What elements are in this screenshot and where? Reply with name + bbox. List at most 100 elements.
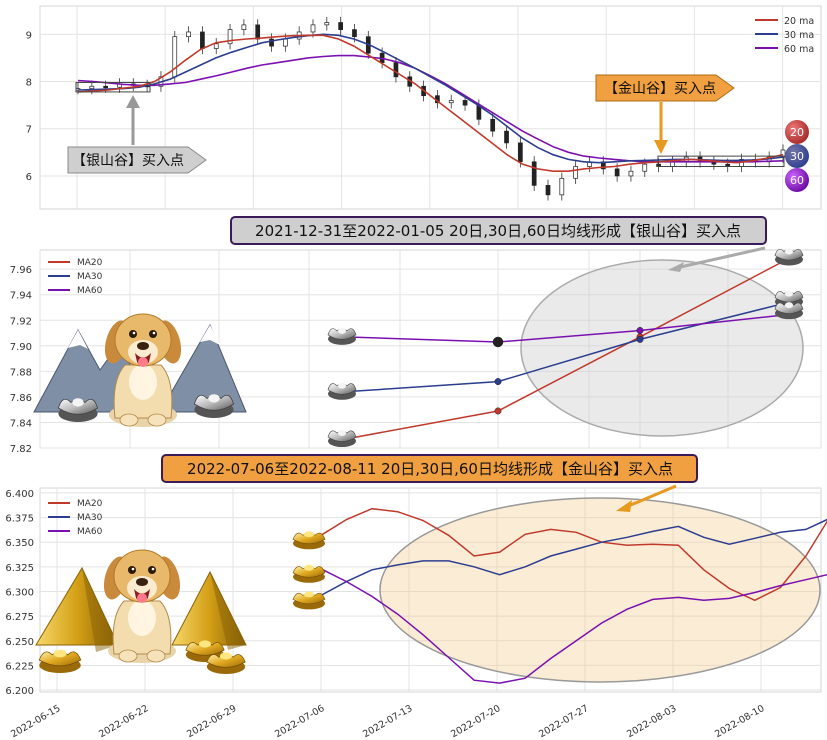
gold-banner-label: 【金山谷】买入点 bbox=[604, 81, 716, 97]
gold-banner bbox=[595, 74, 735, 102]
candle-body bbox=[269, 38, 274, 47]
ma-end-ball bbox=[785, 120, 809, 144]
silver-chart-title: 2021-12-31至2022-01-05 20日,30日,60日均线形成【银山… bbox=[255, 222, 741, 240]
silver-legend-label: MA30 bbox=[77, 272, 103, 282]
gold-xtick-label: 2022-08-03 bbox=[625, 703, 678, 740]
gold-ytick-label: 6.375 bbox=[5, 514, 34, 525]
gold-ingot-start-icon bbox=[292, 564, 326, 584]
silver-ytick-label: 7.86 bbox=[10, 393, 32, 404]
gold-ingot-start-icon bbox=[292, 590, 326, 610]
ma-end-label: 60 bbox=[790, 174, 804, 187]
overview-frame bbox=[39, 5, 822, 210]
silver-ingot-icon bbox=[193, 393, 235, 419]
gold-ma60-line bbox=[320, 568, 827, 684]
gold-ma30-line bbox=[320, 518, 827, 597]
silver-ingot-end-icon bbox=[774, 301, 804, 320]
snow-cap-icon bbox=[68, 330, 88, 349]
candle-body bbox=[614, 168, 620, 177]
overview-ytick-label: 8 bbox=[26, 78, 32, 89]
silver-ytick-label: 7.92 bbox=[10, 316, 32, 327]
silver-pointer-arrow bbox=[675, 246, 766, 270]
candle-body bbox=[642, 163, 648, 172]
candle-body bbox=[504, 130, 509, 144]
candle-body bbox=[186, 31, 191, 38]
silver-ingot-start-icon bbox=[327, 327, 357, 346]
silver-valley-box bbox=[75, 81, 151, 93]
gold-pyramid-shade bbox=[210, 572, 246, 650]
gold-pointer-arrow bbox=[625, 484, 677, 509]
gold-arrow-head bbox=[654, 140, 668, 154]
gold-xtick-label: 2022-08-10 bbox=[713, 703, 766, 740]
gold-xtick-label: 2022-06-22 bbox=[97, 703, 150, 740]
candle-body bbox=[559, 177, 565, 196]
silver-banner-label: 【银山谷】买入点 bbox=[72, 153, 184, 169]
gold-ytick-label: 6.200 bbox=[5, 686, 34, 697]
candle-body bbox=[462, 100, 468, 106]
silver-ma20-line bbox=[344, 260, 784, 440]
gold-pointer-head bbox=[616, 500, 632, 512]
overview-ytick-label: 6 bbox=[26, 172, 32, 183]
gold-highlight-ellipse bbox=[379, 497, 821, 683]
gold-pyramid-shade bbox=[82, 568, 118, 652]
candle-body bbox=[310, 24, 316, 33]
silver-data-point bbox=[494, 407, 502, 415]
snow-cap-icon bbox=[200, 325, 220, 345]
candle-body bbox=[227, 29, 233, 45]
overview-ytick-label: 7 bbox=[26, 125, 32, 136]
gold-xtick-label: 2022-07-13 bbox=[361, 703, 414, 740]
silver-ingot-start-icon bbox=[327, 429, 357, 448]
candle-body bbox=[780, 149, 786, 158]
candle-body bbox=[172, 36, 178, 78]
candle-body bbox=[531, 161, 537, 186]
silver-title-banner bbox=[230, 216, 767, 245]
gold-ingot-icon bbox=[206, 651, 246, 675]
ma-end-label: 30 bbox=[790, 150, 804, 163]
gold-ytick-label: 6.350 bbox=[5, 538, 34, 549]
silver-legend-label: MA20 bbox=[77, 258, 103, 268]
candle-body bbox=[490, 118, 496, 132]
gold-ingot-icon bbox=[38, 648, 82, 674]
silver-arrow-head bbox=[126, 95, 140, 108]
silver-data-point bbox=[494, 378, 502, 386]
silver-ytick-label: 7.82 bbox=[10, 444, 32, 455]
silver-highlight-ellipse bbox=[520, 259, 804, 437]
candle-body bbox=[352, 29, 357, 38]
gold-ytick-label: 6.300 bbox=[5, 587, 34, 598]
candle-body bbox=[89, 85, 95, 89]
silver-ma60-line bbox=[344, 314, 784, 343]
silver-pointer-head bbox=[668, 262, 684, 272]
gold-ytick-label: 6.250 bbox=[5, 637, 34, 648]
silver-ma30-line bbox=[344, 302, 784, 393]
silver-data-point bbox=[636, 335, 644, 343]
gold-valley-box bbox=[657, 155, 785, 168]
gold-ma20-line bbox=[320, 507, 827, 602]
overview-ytick-label: 9 bbox=[26, 30, 32, 41]
silver-ytick-label: 7.90 bbox=[10, 342, 32, 353]
candle-body bbox=[545, 185, 551, 196]
silver-ytick-label: 7.94 bbox=[10, 291, 32, 302]
gold-xtick-label: 2022-06-29 bbox=[185, 703, 238, 740]
silver-ingot-icon bbox=[57, 397, 99, 423]
silver-ytick-label: 7.84 bbox=[10, 418, 32, 429]
gold-legend-label: MA30 bbox=[77, 513, 103, 523]
overview-ma30-line bbox=[77, 33, 784, 164]
candle-body bbox=[628, 170, 634, 177]
silver-ingot-start-icon bbox=[327, 382, 357, 401]
candle-body bbox=[393, 62, 399, 78]
candle-body bbox=[573, 166, 578, 179]
candle-body bbox=[448, 100, 454, 104]
gold-xtick-label: 2022-07-27 bbox=[537, 703, 590, 740]
overview-legend-label: 20 ma bbox=[784, 16, 814, 27]
gold-legend-label: MA20 bbox=[77, 499, 103, 509]
candle-body bbox=[518, 142, 523, 163]
ma-end-ball bbox=[785, 144, 809, 168]
silver-data-point bbox=[492, 336, 504, 348]
overview-ma20-line bbox=[77, 34, 784, 172]
gold-ingot-start-icon bbox=[292, 530, 326, 550]
silver-banner bbox=[67, 146, 207, 174]
gold-legend-label: MA60 bbox=[77, 527, 103, 537]
gold-ytick-label: 6.400 bbox=[5, 489, 34, 500]
gold-title-banner bbox=[161, 454, 698, 483]
ma-end-label: 20 bbox=[790, 126, 804, 139]
